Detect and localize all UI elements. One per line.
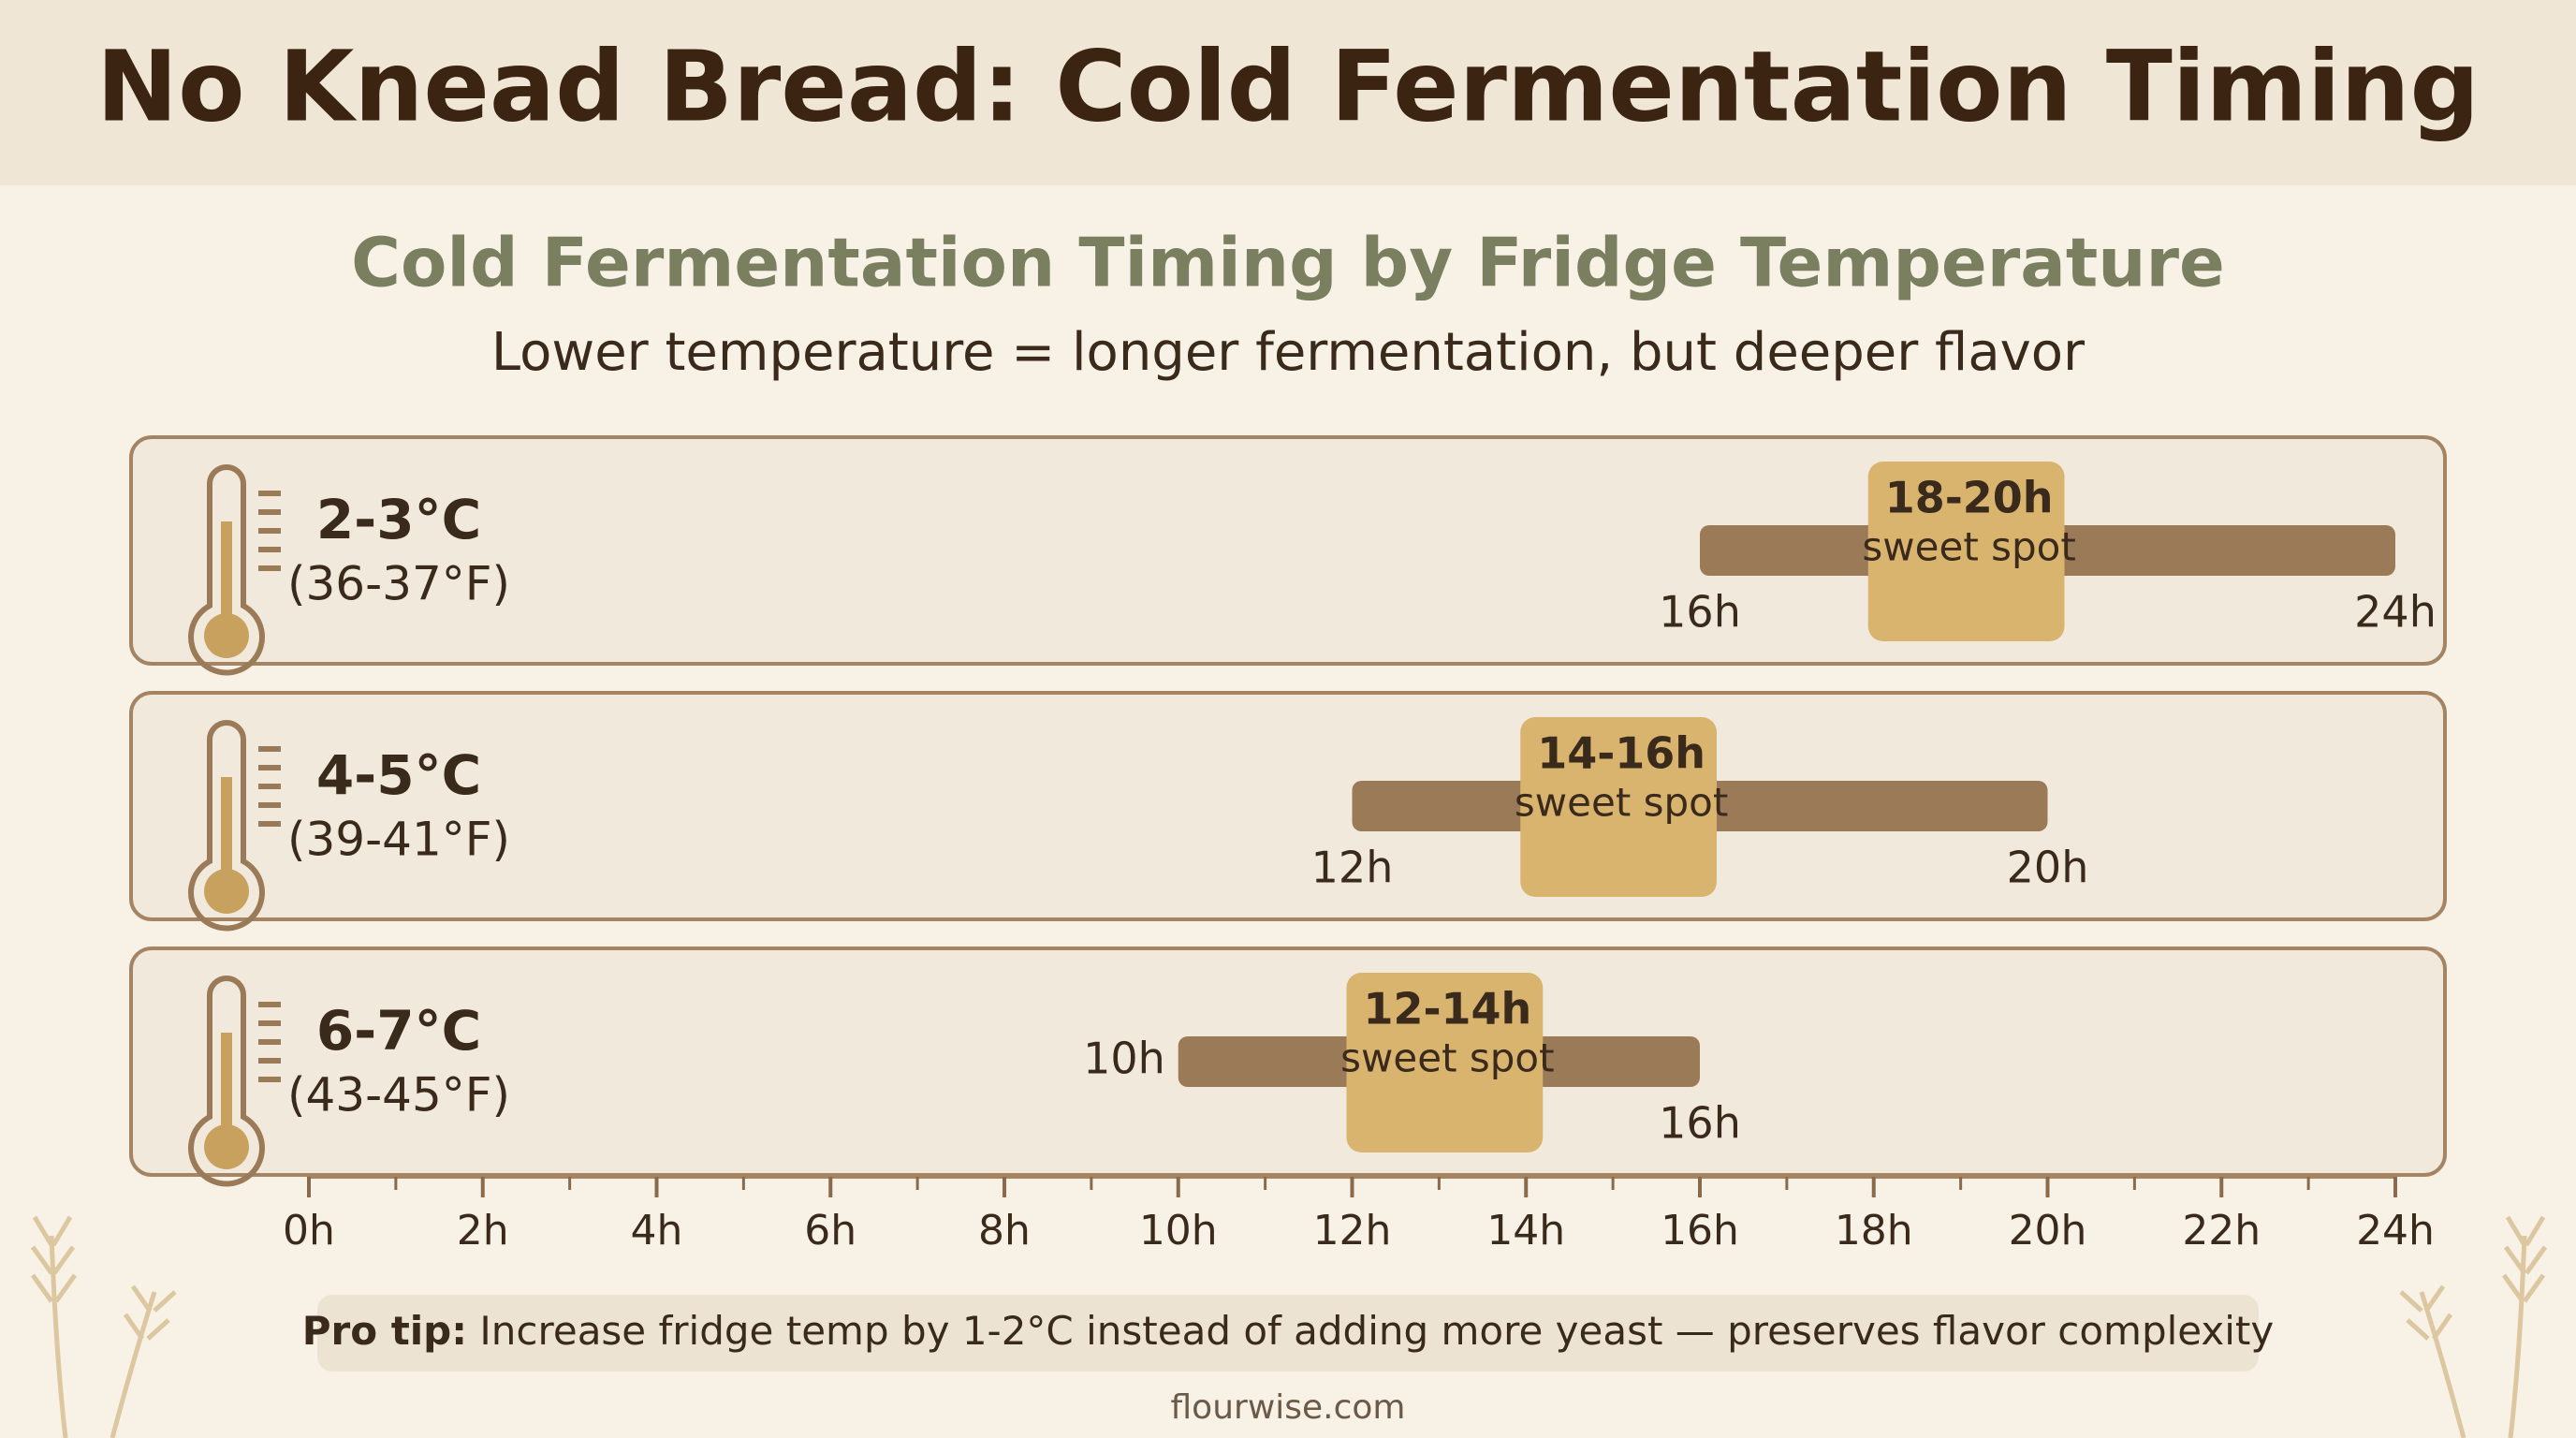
x-tick-label: 6h (804, 1207, 856, 1255)
x-tick-label: 16h (1661, 1207, 1739, 1255)
thermometer-icon (188, 720, 281, 932)
sweet-spot-label: 12-14h (1363, 984, 1531, 1034)
sweet-spot-text: sweet spot (1340, 1035, 1554, 1081)
row-label: 2-3°C (316, 488, 481, 551)
row-box (129, 435, 2447, 666)
sweet-spot-label: 18-20h (1885, 473, 2054, 523)
chart-title: Cold Fermentation Timing by Fridge Tempe… (351, 224, 2225, 302)
row-label: 6-7°C (316, 999, 481, 1063)
thermometer-bulb (204, 613, 249, 658)
x-tick-label: 18h (1835, 1207, 1913, 1255)
row-sublabel: (36-37°F) (287, 557, 510, 611)
row-sublabel: (39-41°F) (287, 813, 510, 867)
row-box (129, 691, 2447, 921)
sweet-spot-text: sweet spot (1515, 780, 1728, 826)
tip-text: Increase fridge temp by 1-2°C instead of… (479, 1308, 2274, 1354)
range-end-label: 16h (1659, 1098, 1741, 1149)
x-tick-label: 14h (1486, 1207, 1565, 1255)
x-tick-label: 10h (1139, 1207, 1218, 1255)
range-end-label: 20h (2007, 843, 2089, 893)
sweet-spot (1867, 462, 2065, 641)
x-tick-label: 4h (631, 1207, 683, 1255)
range-start-label: 16h (1659, 587, 1741, 638)
thermometer-bulb (204, 1124, 249, 1169)
sweet-spot-label: 14-16h (1537, 728, 1705, 779)
sweet-spot (1520, 717, 1717, 897)
row-label: 4-5°C (316, 743, 481, 807)
page-title: No Knead Bread: Cold Fermentation Timing (96, 29, 2480, 143)
tip-box (317, 1295, 2259, 1372)
x-tick-label: 8h (978, 1207, 1031, 1255)
tip-label: Pro tip: (302, 1308, 467, 1354)
thermometer-outline (188, 976, 265, 1187)
footer: flourwise.com (1171, 1388, 1406, 1427)
thermometer-icon (188, 464, 281, 676)
x-tick-label: 2h (457, 1207, 509, 1255)
thermometer-mercury (221, 1033, 232, 1136)
x-tick-label: 12h (1313, 1207, 1392, 1255)
x-tick-label: 22h (2182, 1207, 2261, 1255)
thermometer-outline (188, 464, 265, 676)
header-band (0, 0, 2576, 185)
x-tick-label: 20h (2009, 1207, 2087, 1255)
x-tick-label: 24h (2356, 1207, 2435, 1255)
wheat-decoration (30, 1215, 2548, 1438)
range-start-label: 10h (1083, 1034, 1165, 1084)
thermometer-outline (188, 720, 265, 932)
range-start-label: 12h (1311, 843, 1394, 893)
sweet-spot (1346, 973, 1544, 1152)
thermometer-mercury (221, 521, 232, 624)
tip: Pro tip: Increase fridge temp by 1-2°C i… (302, 1308, 2275, 1354)
thermometer-icon (188, 976, 281, 1187)
thermometer-bulb (204, 869, 249, 914)
range-end-label: 24h (2354, 587, 2437, 638)
sweet-spot-text: sweet spot (1862, 524, 2075, 570)
x-tick-label: 0h (283, 1207, 335, 1255)
chart-subtitle: Lower temperature = longer fermentation,… (491, 322, 2086, 383)
thermometer-mercury (221, 777, 232, 880)
row-sublabel: (43-45°F) (287, 1068, 510, 1123)
